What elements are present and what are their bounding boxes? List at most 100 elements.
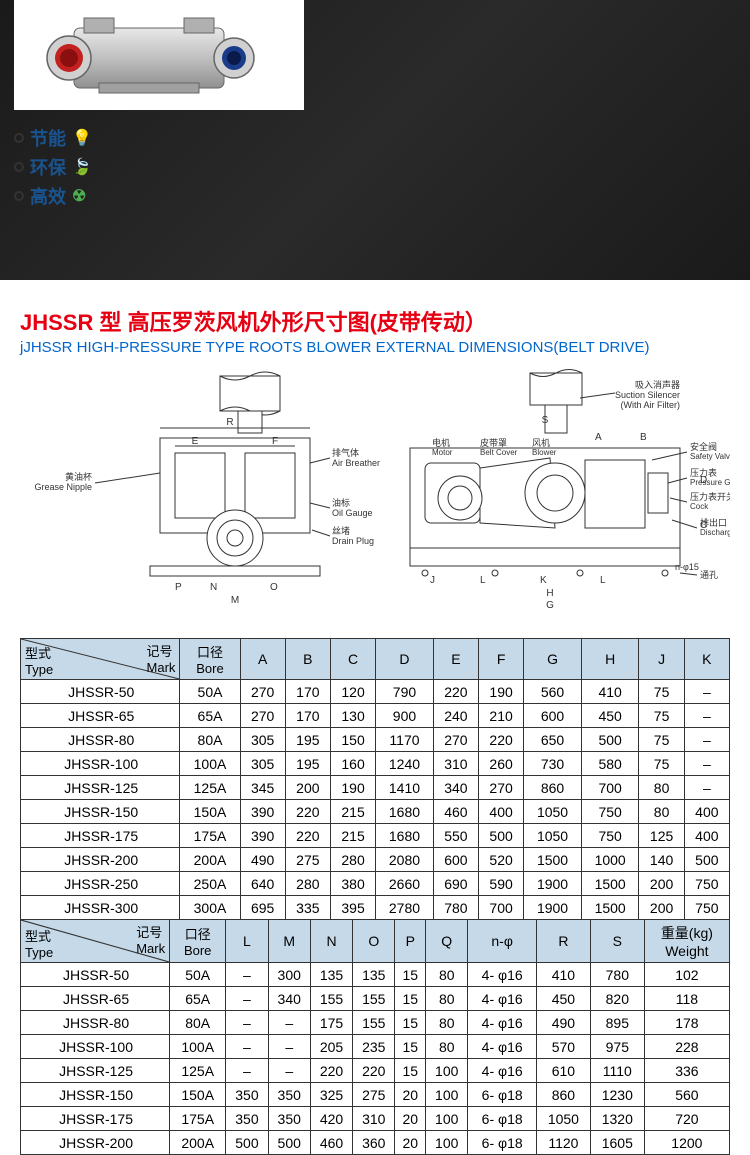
bullet-icon: [14, 133, 24, 143]
cell-value: 270: [479, 776, 524, 800]
svg-text:R: R: [226, 417, 233, 428]
cell-value: 400: [684, 800, 729, 824]
cell-value: 310: [353, 1107, 395, 1131]
cell-value: 1000: [581, 848, 639, 872]
cell-value: 15: [395, 1035, 426, 1059]
svg-text:B: B: [640, 432, 647, 443]
cell-value: 700: [479, 896, 524, 920]
cell-value: 100: [426, 1131, 468, 1155]
cell-value: –: [268, 1059, 310, 1083]
spec-section: JHSSR 型 高压罗茨风机外形尺寸图(皮带传动） jJHSSR HIGH-PR…: [0, 280, 750, 1155]
cell-value: 390: [240, 824, 285, 848]
cell-value: 220: [479, 728, 524, 752]
header-col: F: [479, 639, 524, 680]
cell-value: 380: [330, 872, 375, 896]
cell-value: 420: [310, 1107, 352, 1131]
svg-text:压力表: 压力表: [690, 467, 717, 478]
cell-type: JHSSR-125: [21, 1059, 170, 1083]
table-row: JHSSR-200200A500500460360201006- φ181120…: [21, 1131, 730, 1155]
table-row: JHSSR-300300A695335395278078070019001500…: [21, 896, 730, 920]
cell-type: JHSSR-200: [21, 848, 180, 872]
cell-value: 790: [376, 680, 434, 704]
cell-value: 335: [285, 896, 330, 920]
cell-bore: 200A: [180, 848, 240, 872]
feature-icon: 💡: [72, 128, 92, 148]
cell-value: 1500: [581, 872, 639, 896]
svg-text:Motor: Motor: [432, 448, 453, 457]
cell-value: 205: [310, 1035, 352, 1059]
header-col: n-φ: [468, 920, 537, 963]
cell-type: JHSSR-80: [21, 1011, 170, 1035]
cell-value: 80: [639, 776, 684, 800]
cell-value: 100: [426, 1083, 468, 1107]
svg-text:J: J: [430, 575, 435, 586]
svg-text:P: P: [175, 582, 182, 593]
cell-bore: 80A: [180, 728, 240, 752]
cell-value: 6- φ18: [468, 1107, 537, 1131]
cell-value: 190: [330, 776, 375, 800]
cell-value: 500: [581, 728, 639, 752]
svg-text:Suction Silencer: Suction Silencer: [615, 390, 680, 400]
cell-value: 1050: [536, 1107, 590, 1131]
svg-text:Oil Gauge: Oil Gauge: [332, 508, 373, 518]
header-type-mark: 记号Mark 型式Type: [21, 920, 170, 963]
cell-value: 275: [285, 848, 330, 872]
cell-value: 102: [644, 963, 729, 987]
cell-value: 215: [330, 824, 375, 848]
cell-value: –: [684, 728, 729, 752]
cell-value: 590: [479, 872, 524, 896]
cell-bore: 100A: [180, 752, 240, 776]
svg-text:Belt Cover: Belt Cover: [480, 448, 518, 457]
header-col: E: [433, 639, 478, 680]
table-row: JHSSR-150150A390220215168046040010507508…: [21, 800, 730, 824]
cell-value: 1200: [644, 1131, 729, 1155]
cell-value: 220: [353, 1059, 395, 1083]
header-type-mark: 记号Mark 型式Type: [21, 639, 180, 680]
cell-value: 490: [240, 848, 285, 872]
cell-type: JHSSR-80: [21, 728, 180, 752]
cell-value: 140: [639, 848, 684, 872]
cell-value: 1110: [590, 1059, 644, 1083]
cell-value: –: [226, 963, 268, 987]
svg-text:安全阀: 安全阀: [690, 441, 717, 452]
header-col: D: [376, 639, 434, 680]
svg-text:Drain Plug: Drain Plug: [332, 536, 374, 546]
cell-value: 6- φ18: [468, 1083, 537, 1107]
cell-bore: 65A: [180, 704, 240, 728]
cell-type: JHSSR-125: [21, 776, 180, 800]
cell-type: JHSSR-175: [21, 824, 180, 848]
header-col: O: [353, 920, 395, 963]
cell-value: 155: [353, 987, 395, 1011]
feature-item: 节能 💡: [14, 125, 92, 151]
cell-value: 310: [433, 752, 478, 776]
table-row: JHSSR-125125A345200190141034027086070080…: [21, 776, 730, 800]
cell-bore: 175A: [170, 1107, 226, 1131]
svg-text:风机: 风机: [532, 437, 550, 448]
cell-value: 500: [479, 824, 524, 848]
cell-value: 350: [226, 1107, 268, 1131]
svg-text:K: K: [540, 575, 547, 586]
cell-value: 650: [524, 728, 582, 752]
feature-label: 环保: [30, 154, 66, 180]
cell-value: 900: [376, 704, 434, 728]
cell-value: 2080: [376, 848, 434, 872]
cell-type: JHSSR-50: [21, 680, 180, 704]
cell-value: 155: [353, 1011, 395, 1035]
cell-bore: 80A: [170, 1011, 226, 1035]
cell-value: 200: [285, 776, 330, 800]
cell-value: 240: [433, 704, 478, 728]
title-prefix: JHSSR: [20, 310, 93, 335]
table-row: JHSSR-5050A–30013513515804- φ16410780102: [21, 963, 730, 987]
cell-value: 20: [395, 1107, 426, 1131]
header-col: H: [581, 639, 639, 680]
feature-item: 环保🍃: [14, 154, 92, 180]
cell-value: 215: [330, 800, 375, 824]
cell-value: 235: [353, 1035, 395, 1059]
svg-text:G: G: [546, 600, 554, 611]
cell-value: 275: [353, 1083, 395, 1107]
feature-item: 高效☢: [14, 183, 92, 209]
cell-value: 130: [330, 704, 375, 728]
feature-label: 节能: [30, 125, 66, 151]
cell-bore: 125A: [170, 1059, 226, 1083]
cell-value: 280: [330, 848, 375, 872]
